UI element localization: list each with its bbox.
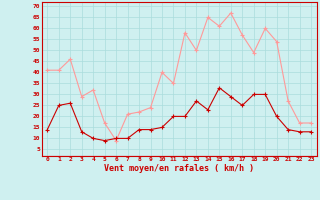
X-axis label: Vent moyen/en rafales ( km/h ): Vent moyen/en rafales ( km/h ) [104,164,254,173]
